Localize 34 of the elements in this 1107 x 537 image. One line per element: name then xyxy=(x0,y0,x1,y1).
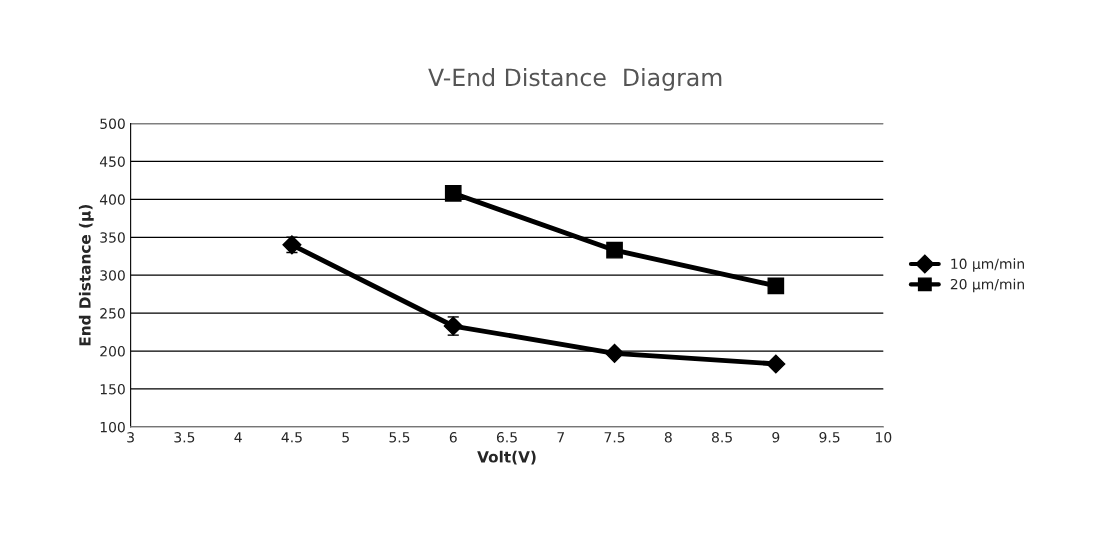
chart-title: V-End Distance Diagram xyxy=(428,67,722,91)
x-tick-label: 4 xyxy=(234,432,242,443)
y-tick-label: 150 xyxy=(100,383,125,395)
x-tick-label: 3.5 xyxy=(174,432,195,443)
y-tick-label: 500 xyxy=(100,118,125,129)
x-tick-label: 5.5 xyxy=(389,432,410,443)
x-tick-label: 9 xyxy=(772,432,780,443)
x-tick-label: 8 xyxy=(664,432,672,443)
x-tick-label: 9.5 xyxy=(819,432,840,443)
x-tick-label: 6 xyxy=(449,432,457,443)
point xyxy=(444,184,462,202)
y-tick-label: 450 xyxy=(99,156,125,167)
x-axis-title: Volt(V) xyxy=(477,450,536,465)
legend-label: 10 µm/min xyxy=(951,258,1024,272)
point xyxy=(767,277,785,295)
point xyxy=(606,241,623,259)
x-tick-label: 3 xyxy=(127,432,134,443)
y-axis-title: End Distance (µ) xyxy=(78,205,94,346)
y-tick-label: 250 xyxy=(100,308,125,319)
y-tick-label: 350 xyxy=(100,232,125,243)
point xyxy=(605,343,625,363)
x-tick-label: 8.5 xyxy=(711,432,732,443)
y-tick-label: 200 xyxy=(100,346,125,357)
point xyxy=(766,354,786,374)
x-tick-label: 5 xyxy=(342,432,349,443)
x-tick-label: 7 xyxy=(557,432,565,443)
legend-label: 20 µm/min xyxy=(950,278,1024,293)
y-tick-label: 300 xyxy=(100,270,125,281)
x-tick-label: 6.5 xyxy=(496,432,517,443)
x-tick-label: 10 xyxy=(876,432,892,443)
x-tick-label: 4.5 xyxy=(281,432,302,443)
x-tick-label: 7.5 xyxy=(604,432,625,443)
y-tick-label: 100 xyxy=(100,421,125,433)
y-tick-label: 400 xyxy=(99,194,125,205)
